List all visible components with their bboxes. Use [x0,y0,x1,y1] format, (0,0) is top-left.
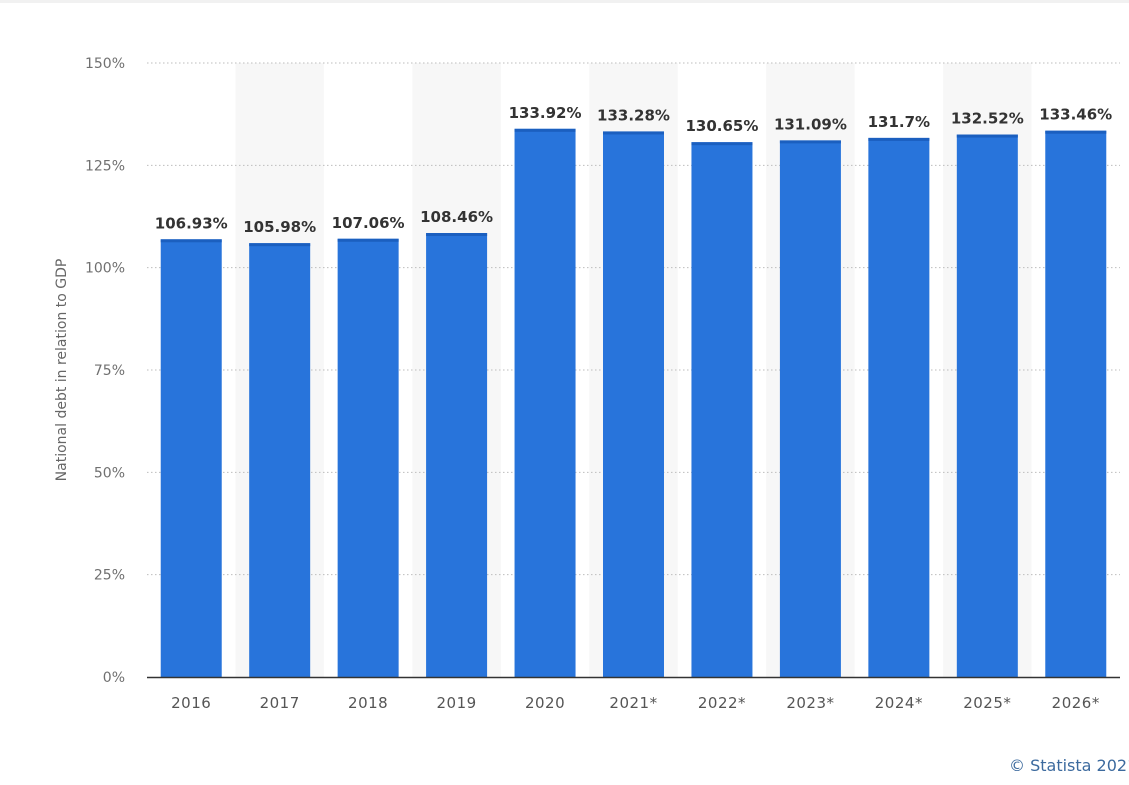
y-axis-title: National debt in relation to GDP [54,259,70,482]
bar-value-label: 132.52% [951,110,1024,128]
bar-top-edge [160,239,222,243]
y-tick-label: 125% [85,158,125,174]
y-tick-label: 50% [94,465,125,481]
top-edge [0,0,1129,3]
bar[interactable] [160,239,222,677]
y-axis-tick-labels: 0% 25% 50% 75% 100% 125% 150% [85,56,125,686]
bar-top-edge [514,128,576,132]
bar-value-labels: 106.93% 105.98% 107.06% 108.46% 133.92% 133.2… [155,104,1112,236]
bar-value-label: 133.46% [1039,106,1112,124]
bar-top-edge [426,233,488,237]
bar-top-edge [603,131,664,135]
y-tick-label: 25% [94,568,125,584]
bar-value-label: 130.65% [685,117,758,135]
bar-value-label: 133.28% [597,106,670,124]
bar[interactable] [426,233,488,678]
x-tick-label: 2023* [786,694,834,712]
bar[interactable] [514,128,576,677]
bars [160,128,1107,678]
bar-value-label: 131.7% [868,113,930,131]
bar-top-edge [691,142,753,146]
x-tick-label: 2018 [348,694,388,712]
bar[interactable] [337,238,399,677]
bar[interactable] [249,243,311,677]
bar[interactable] [868,137,930,677]
y-tick-label: 0% [103,670,125,686]
x-tick-label: 2019 [436,694,476,712]
x-tick-label: 2024* [875,694,923,712]
x-axis-tick-labels: 2016 2017 2018 2019 2020 2021* 2022* 2023* 2024*… [171,694,1100,712]
y-tick-label: 150% [85,56,125,72]
bar-top-edge [868,137,930,141]
x-tick-label: 2026* [1052,694,1100,712]
bar-value-label: 105.98% [243,218,316,236]
statista-credit[interactable]: © Statista 2021 [1009,756,1129,775]
bar[interactable] [779,140,841,678]
bar[interactable] [1045,130,1107,677]
x-tick-label: 2016 [171,694,211,712]
bar[interactable] [956,134,1018,678]
bar-value-label: 106.93% [155,214,228,232]
bar-top-edge [1045,130,1107,134]
x-tick-label: 2025* [963,694,1011,712]
bar-top-edge [779,140,841,144]
x-tick-label: 2021* [609,694,657,712]
bar-top-edge [249,243,311,247]
bar-value-label: 108.46% [420,208,493,226]
bar[interactable] [603,131,664,677]
bar-value-label: 133.92% [509,104,582,122]
x-tick-label: 2022* [698,694,746,712]
bar-top-edge [337,238,399,242]
x-tick-label: 2017 [260,694,300,712]
bar-value-label: 107.06% [332,214,405,232]
bar-value-label: 131.09% [774,115,847,133]
bar[interactable] [691,142,753,677]
y-tick-label: 75% [94,363,125,379]
x-tick-label: 2020 [525,694,565,712]
bar-top-edge [956,134,1018,138]
y-tick-label: 100% [85,261,125,277]
